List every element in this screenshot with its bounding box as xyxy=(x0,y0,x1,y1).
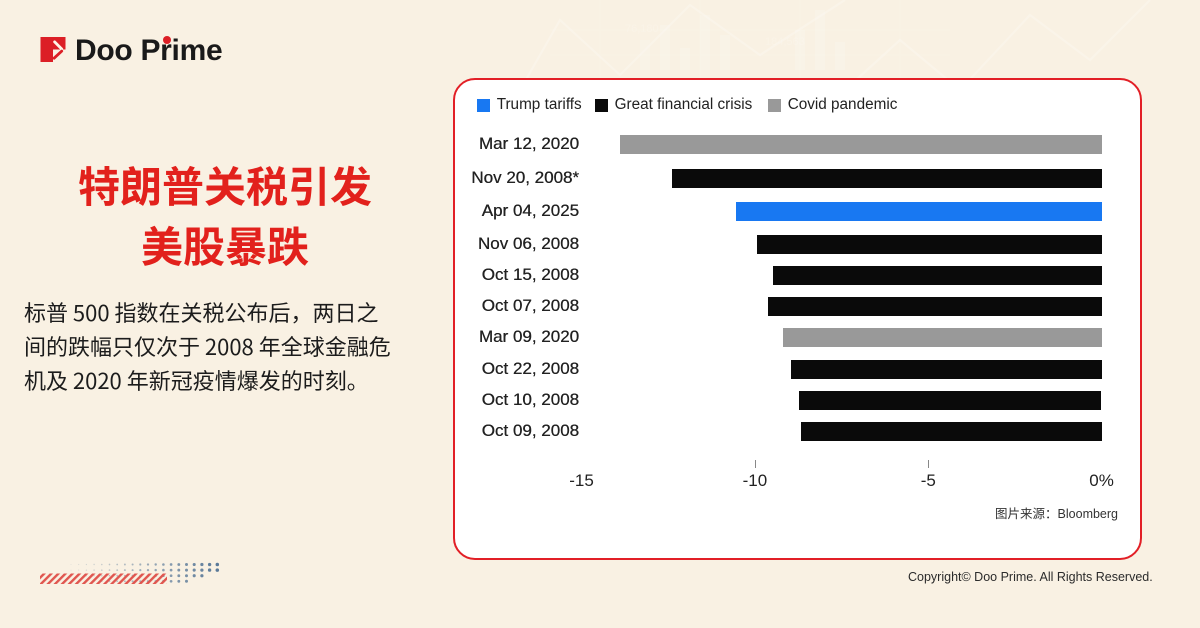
svg-text:76,180: 76,180 xyxy=(625,23,659,35)
svg-text:184,563: 184,563 xyxy=(765,36,805,48)
